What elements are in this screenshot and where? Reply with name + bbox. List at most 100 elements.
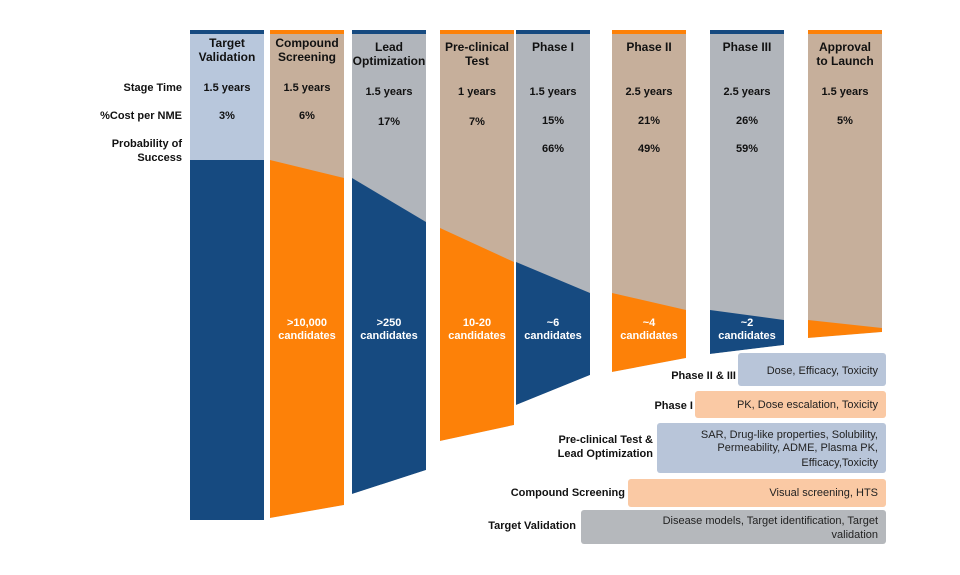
activity-stage-label: Phase II & III bbox=[671, 370, 736, 382]
candidate-count: candidates bbox=[448, 330, 505, 342]
stage-time-value: 1.5 years bbox=[529, 86, 576, 98]
stage-title: to Launch bbox=[816, 54, 873, 68]
activity-description: PK, Dose escalation, Toxicity bbox=[737, 399, 879, 411]
row-label-probability: Probability of bbox=[112, 138, 183, 150]
activity-description: validation bbox=[832, 529, 878, 541]
activity-row: Pre-clinical Test & Lead Optimization SAR,… bbox=[558, 423, 886, 473]
candidate-count: candidates bbox=[718, 330, 775, 342]
row-label-stage-time: Stage Time bbox=[124, 82, 183, 94]
candidate-count: >250 bbox=[377, 317, 402, 329]
candidate-count: candidates bbox=[620, 330, 677, 342]
activity-row: Target Validation Disease models, Target … bbox=[488, 510, 886, 544]
stage-title: Target bbox=[209, 36, 245, 50]
stage-title: Lead bbox=[375, 40, 403, 54]
stage-title: Approval bbox=[819, 40, 871, 54]
activity-stage-label: Pre-clinical Test & bbox=[558, 434, 653, 446]
activity-box bbox=[581, 510, 886, 544]
row-label-cost: %Cost per NME bbox=[100, 110, 182, 122]
stage-title: Validation bbox=[199, 50, 256, 64]
stage-time-value: 1.5 years bbox=[821, 86, 868, 98]
activity-description: Visual screening, HTS bbox=[769, 487, 878, 499]
cost-value: 15% bbox=[542, 115, 564, 127]
activity-description: SAR, Drug-like properties, Solubility, bbox=[701, 429, 878, 441]
cost-value: 6% bbox=[299, 110, 315, 122]
funnel-mask bbox=[710, 345, 784, 355]
stage-top-bar bbox=[352, 30, 426, 34]
stage-top-bar bbox=[190, 30, 264, 34]
activity-description: Permeability, ADME, Plasma PK, bbox=[717, 442, 878, 454]
stage-title: Compound bbox=[275, 36, 338, 50]
candidate-count: candidates bbox=[278, 330, 335, 342]
activities-panel: Phase II & III Dose, Efficacy, ToxicityPh… bbox=[488, 353, 886, 544]
cost-value: 5% bbox=[837, 115, 853, 127]
cost-value: 3% bbox=[219, 110, 235, 122]
stage-time-value: 1 years bbox=[458, 86, 496, 98]
cost-value: 7% bbox=[469, 116, 485, 128]
stage-title: Phase I bbox=[532, 40, 574, 54]
activity-stage-label: Lead Optimization bbox=[558, 448, 654, 460]
stage-time-value: 2.5 years bbox=[723, 86, 770, 98]
candidate-count: ~4 bbox=[643, 317, 656, 329]
activity-row: Phase I PK, Dose escalation, Toxicity bbox=[654, 391, 886, 418]
candidate-count: candidates bbox=[360, 330, 417, 342]
stage-top-bar bbox=[808, 30, 882, 34]
stage-background bbox=[612, 34, 686, 372]
funnel-mask bbox=[270, 505, 344, 521]
cost-value: 21% bbox=[638, 115, 660, 127]
funnel-mask bbox=[808, 332, 882, 339]
stage-title: Phase II bbox=[626, 40, 671, 54]
stage-background bbox=[808, 34, 882, 338]
row-label-probability: Success bbox=[137, 152, 182, 164]
candidate-funnel-segment bbox=[710, 310, 784, 354]
row-labels: Stage Time %Cost per NME Probability of Suc… bbox=[100, 82, 182, 164]
candidate-funnel-segment bbox=[612, 293, 686, 372]
stage-title: Test bbox=[465, 54, 489, 68]
activity-box bbox=[695, 391, 886, 418]
stage-time-value: 1.5 years bbox=[203, 82, 250, 94]
stage-top-bar bbox=[270, 30, 344, 34]
stage-top-bar bbox=[612, 30, 686, 34]
candidate-funnel-segment bbox=[190, 160, 264, 520]
stage-top-bar bbox=[440, 30, 514, 34]
funnel-mask bbox=[440, 425, 514, 442]
stage-title: Phase III bbox=[723, 40, 772, 54]
activity-stage-label: Target Validation bbox=[488, 520, 576, 532]
activity-row: Compound Screening Visual screening, HTS bbox=[511, 479, 886, 507]
funnel-mask bbox=[352, 470, 426, 495]
cost-value: 17% bbox=[378, 116, 400, 128]
stage-background bbox=[710, 34, 784, 354]
stage-time-value: 1.5 years bbox=[283, 82, 330, 94]
candidate-funnel-segment bbox=[440, 228, 514, 441]
candidate-count: >10,000 bbox=[287, 317, 327, 329]
stage-time-value: 1.5 years bbox=[365, 86, 412, 98]
stage-title: Screening bbox=[278, 50, 336, 64]
cost-value: 26% bbox=[736, 115, 758, 127]
candidate-count: ~2 bbox=[741, 317, 754, 329]
candidate-count: 10-20 bbox=[463, 317, 491, 329]
activity-stage-label: Phase I bbox=[654, 400, 693, 412]
activity-description: Dose, Efficacy, Toxicity bbox=[767, 365, 879, 377]
funnel-mask bbox=[516, 375, 590, 406]
activity-description: Disease models, Target identification, T… bbox=[663, 515, 878, 527]
stage-title: Optimization bbox=[353, 54, 426, 68]
candidate-count: ~6 bbox=[547, 317, 560, 329]
candidate-funnel-segment bbox=[352, 178, 426, 494]
activity-box bbox=[628, 479, 886, 507]
stage-time-value: 2.5 years bbox=[625, 86, 672, 98]
probability-value: 49% bbox=[638, 143, 660, 155]
activity-row: Phase II & III Dose, Efficacy, Toxicity bbox=[671, 353, 886, 386]
candidate-funnel-segment bbox=[270, 160, 344, 518]
stage-title: Pre-clinical bbox=[445, 40, 509, 54]
stage-top-bar bbox=[516, 30, 590, 34]
activity-stage-label: Compound Screening bbox=[511, 487, 625, 499]
funnel-mask bbox=[190, 520, 264, 521]
